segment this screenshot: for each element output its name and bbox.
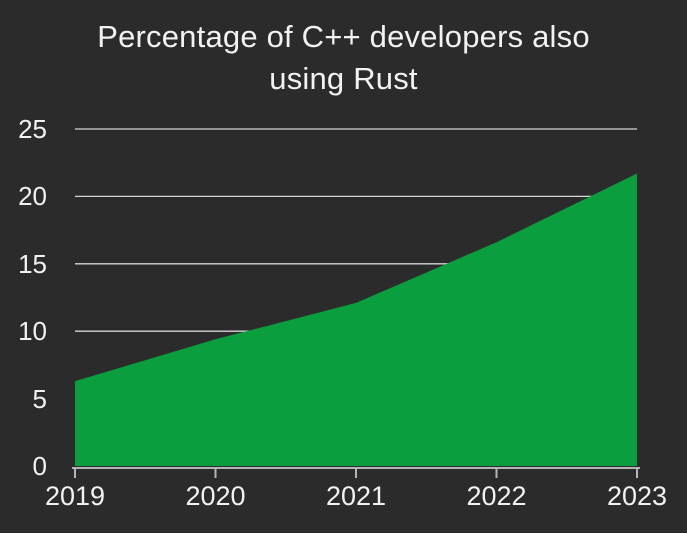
chart-title-line1: Percentage of C++ developers also <box>97 19 590 54</box>
x-axis-label: 2022 <box>466 481 527 511</box>
y-axis-label: 0 <box>32 451 47 481</box>
x-axis-label: 2020 <box>185 481 246 511</box>
area-series <box>75 173 637 466</box>
x-axis-label: 2021 <box>325 481 387 511</box>
y-axis-label: 20 <box>18 181 47 212</box>
x-axis-label: 2019 <box>44 481 106 511</box>
y-axis-label: 5 <box>32 383 47 414</box>
chart-title: Percentage of C++ developers also using … <box>0 16 687 100</box>
y-axis-label: 10 <box>18 316 47 347</box>
x-axis-label: 2023 <box>606 481 668 511</box>
y-axis-label: 25 <box>18 114 47 144</box>
y-axis-label: 15 <box>18 248 47 279</box>
chart-title-line2: using Rust <box>269 61 418 96</box>
